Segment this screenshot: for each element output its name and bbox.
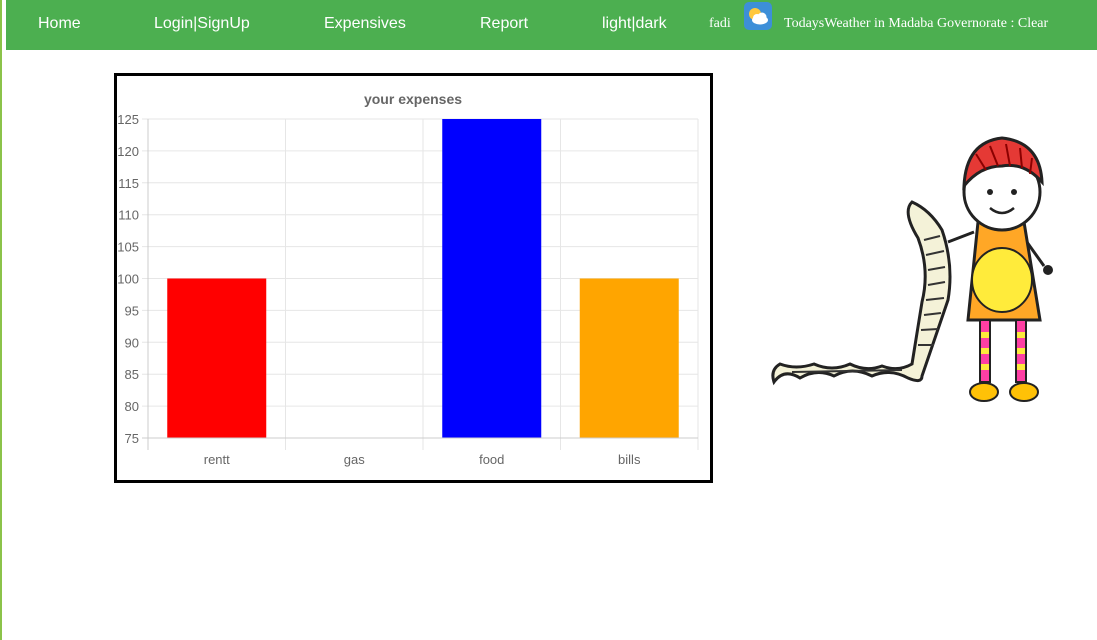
y-tick-label: 110 (118, 208, 139, 223)
receipt-girl-illustration (762, 120, 1062, 420)
x-tick-label: gas (344, 452, 365, 467)
y-tick-label: 125 (117, 112, 139, 127)
y-tick-label: 100 (117, 272, 139, 287)
theme-toggle-link[interactable]: light|dark (602, 15, 667, 32)
bar-bills[interactable] (579, 278, 679, 439)
y-tick-label: 120 (117, 144, 139, 159)
nav-login-signup-link[interactable]: Login|SignUp (154, 15, 250, 32)
x-tick-label: food (479, 452, 504, 467)
bar-food[interactable] (442, 119, 542, 438)
y-tick-label: 95 (125, 303, 139, 318)
expenses-chart-svg: your expenses 75 80 85 90 95 100 105 110 115 120 1… (117, 91, 699, 467)
nav-report-link[interactable]: Report (480, 15, 529, 32)
y-tick-label: 85 (125, 367, 139, 382)
weather-status-text: TodaysWeather in Madaba Governorate : Cl… (784, 16, 1049, 31)
nav-home-link[interactable]: Home (38, 15, 81, 32)
y-tick-label: 75 (125, 431, 139, 446)
chart-axes: 75 80 85 90 95 100 105 110 115 120 125 rentt gas food… (117, 112, 698, 467)
username-label: fadi (709, 16, 731, 31)
bar-rentt[interactable] (167, 278, 267, 439)
navbar: Home Login|SignUp Expensives Report ligh… (6, 0, 1097, 50)
chart-title: your expenses (364, 91, 462, 107)
chart-bars (167, 119, 679, 438)
y-tick-label: 105 (117, 240, 139, 255)
y-tick-label: 90 (125, 335, 139, 350)
x-tick-label: bills (618, 452, 641, 467)
y-tick-label: 80 (125, 399, 139, 414)
nav-expenses-link[interactable]: Expensives (324, 15, 406, 32)
x-tick-label: rentt (204, 452, 230, 467)
weather-icon (744, 2, 772, 30)
expenses-chart: your expenses 75 80 85 90 95 100 105 110 115 120 1… (114, 73, 713, 483)
y-tick-label: 115 (118, 176, 139, 191)
